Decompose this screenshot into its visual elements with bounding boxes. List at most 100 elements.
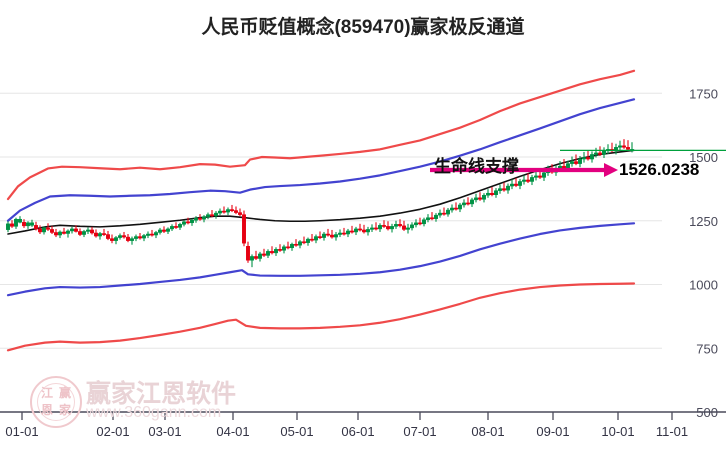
candle-body [578,158,582,164]
series-lower_blue_band [6,222,636,297]
page-title: 人民币贬值概念(859470)赢家极反通道 [201,17,525,38]
candle-body [454,207,458,210]
candle-body [162,229,166,232]
candle-body [226,209,230,213]
candle-body [174,226,178,228]
candle-body [518,181,522,186]
candle-body [194,217,198,221]
annotation-lifeline-support: 生命线支撑 [434,157,519,176]
candle-body [490,192,494,195]
candle-body [146,233,150,236]
candle-body [398,224,402,227]
candle-body [278,249,282,251]
candle-body [394,224,398,227]
candle-body [54,232,58,236]
candle-body [430,217,434,220]
candle-body [502,188,506,191]
candle-body [434,214,438,219]
candle-body [270,251,274,254]
candle-body [590,154,594,160]
candle-body [426,217,430,220]
candle-body [134,236,138,239]
y-axis-tick-label: 750 [696,341,718,356]
x-axis-tick-label: 10-01 [601,424,634,439]
candle-body [306,238,310,243]
candle-body [214,212,218,216]
candle-body [438,212,442,216]
candle-body [122,235,126,238]
x-axis-tick-label: 07-01 [403,424,436,439]
candle-body [478,197,482,200]
candle-body [38,228,42,233]
candle-body [474,197,478,201]
candle-body [482,195,486,200]
candle-body [26,222,30,227]
candle-body [82,231,86,235]
candle-body [170,226,174,230]
x-axis-tick-label: 06-01 [341,424,374,439]
candle-body [14,218,18,227]
x-axis-tick-label: 03-01 [148,424,181,439]
candle-body [254,256,258,259]
candle-body [206,214,210,217]
candle-body [362,229,366,233]
candle-body [334,234,338,238]
candle-body [510,183,514,187]
candle-body [498,188,502,191]
candle-body [414,222,418,226]
candle-body [314,236,318,241]
candle-body [6,223,10,230]
candle-body [350,230,354,233]
y-axis-tick-label: 1500 [689,150,718,165]
candle-body [242,214,246,244]
candle-body [582,157,586,160]
candle-body [418,222,422,225]
candle-body [410,224,414,229]
candle-body [526,179,530,182]
candle-body [382,225,386,227]
candle-body [570,161,574,164]
series-upper_blue_band [6,98,636,222]
candle-body [318,236,322,239]
candle-body [282,246,286,251]
candlestick-series [6,139,634,268]
candle-body [186,221,190,224]
candle-body [602,150,606,155]
candle-body [106,234,110,239]
candle-body [358,228,362,231]
x-axis-tick-label: 01-01 [5,424,38,439]
candle-body [346,230,350,235]
candle-body [142,235,146,239]
candle-body [594,152,598,155]
candle-body [378,225,382,230]
y-axis-tick-label: 1750 [689,86,718,101]
candle-body [310,238,314,241]
candle-body [158,229,162,233]
candle-body [354,228,358,233]
candle-body [262,253,266,256]
candle-body [458,204,462,210]
candle-body [42,227,46,233]
candle-body [218,210,222,214]
candle-body [462,202,466,206]
candle-body [138,236,142,239]
candle-body [386,226,390,230]
candle-body [166,228,170,232]
candle-body [290,243,294,249]
candle-body [102,233,106,235]
candle-body [10,223,14,227]
candle-body [238,212,242,215]
candle-body [542,172,546,178]
candle-body [58,231,62,236]
candle-body [110,238,114,241]
candle-body [390,226,394,230]
candle-body [574,161,578,164]
candle-body [406,227,410,230]
candle-body [402,225,406,230]
candle-body [150,233,154,236]
candle-body [190,219,194,224]
candle-body [442,212,446,215]
candle-body [622,145,626,148]
candle-body [342,232,346,235]
